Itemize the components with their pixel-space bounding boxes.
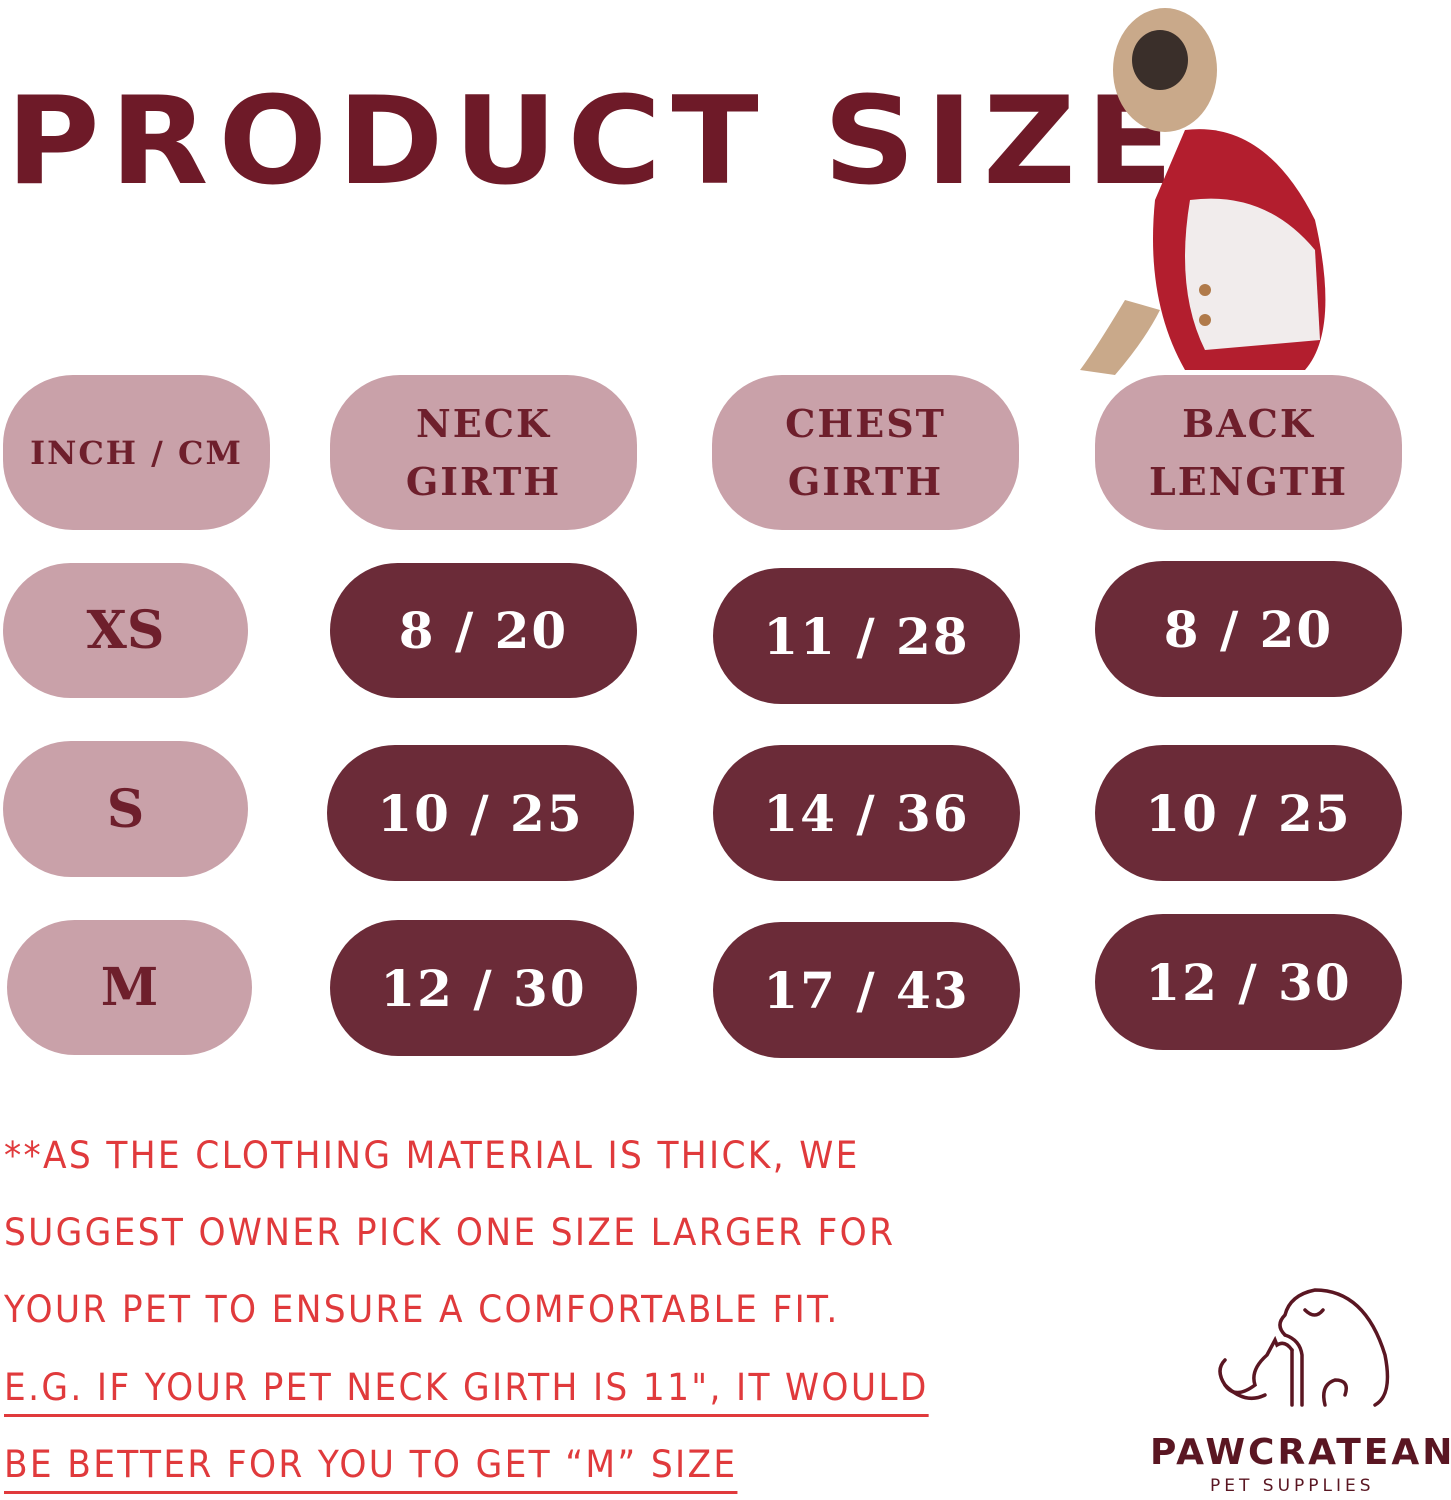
m-neck-value: 12 / 30 <box>330 920 637 1056</box>
brand-name: PAWCRATEAN <box>1150 1432 1451 1473</box>
m-back-value: 12 / 30 <box>1095 914 1402 1050</box>
note-line-1: **AS THE CLOTHING MATERIAL IS THICK, WE <box>4 1134 860 1177</box>
xs-chest-value: 11 / 28 <box>713 568 1020 704</box>
pug-sweater-image <box>1080 8 1326 375</box>
size-label-s: S <box>3 741 248 877</box>
xs-neck-value: 8 / 20 <box>330 563 637 698</box>
note-line-3: YOUR PET TO ENSURE A COMFORTABLE FIT. <box>4 1288 840 1331</box>
s-chest-value: 14 / 36 <box>713 745 1020 881</box>
header-unit: INCH / CM <box>3 375 270 530</box>
m-chest-value: 17 / 43 <box>713 922 1020 1058</box>
note-line-5: BE BETTER FOR YOU TO GET “M” SIZE <box>4 1443 738 1486</box>
page-title: PRODUCT SIZE <box>6 70 1184 213</box>
xs-back-value: 8 / 20 <box>1095 561 1402 697</box>
header-neck-girth: NECK GIRTH <box>330 375 637 530</box>
dog-and-cat-logo-icon <box>1218 1288 1390 1407</box>
size-label-m: M <box>7 920 252 1055</box>
s-back-value: 10 / 25 <box>1095 745 1402 881</box>
note-line-2: SUGGEST OWNER PICK ONE SIZE LARGER FOR <box>4 1211 896 1254</box>
header-chest-girth: CHEST GIRTH <box>712 375 1019 530</box>
note-line-4: E.G. IF YOUR PET NECK GIRTH IS 11", IT W… <box>4 1366 929 1409</box>
s-neck-value: 10 / 25 <box>327 745 634 881</box>
header-back-length: BACK LENGTH <box>1095 375 1402 530</box>
brand-tagline: PET SUPPLIES <box>1210 1476 1375 1496</box>
size-label-xs: XS <box>3 563 248 698</box>
